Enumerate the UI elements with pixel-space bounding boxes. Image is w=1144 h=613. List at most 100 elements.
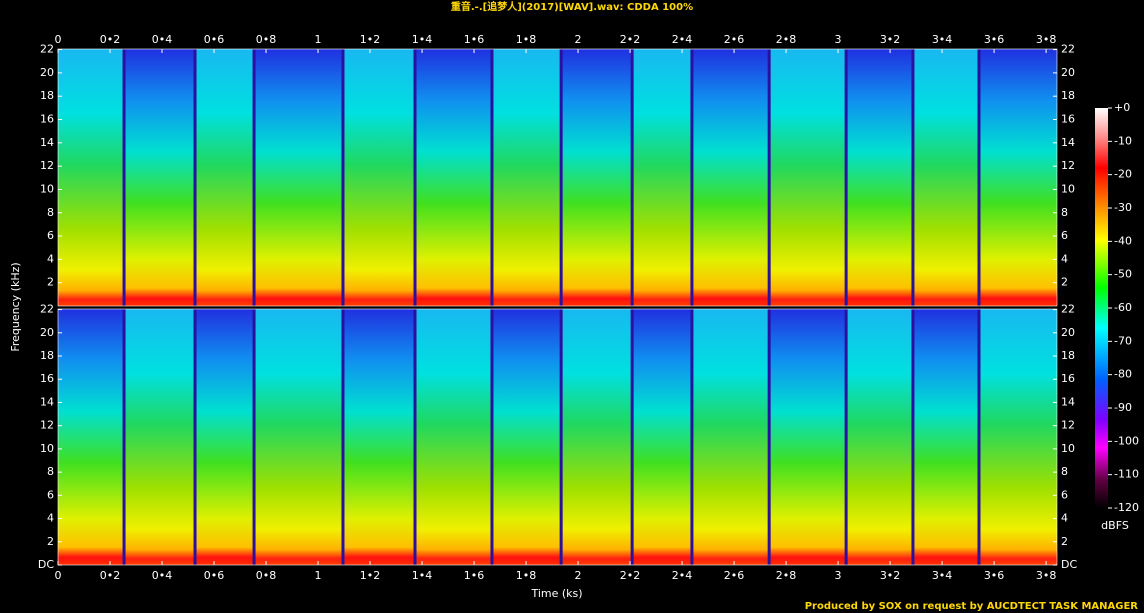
spectrum-segment — [632, 309, 692, 565]
y-tick-label: 22 — [40, 43, 54, 56]
plot-frame — [57, 48, 1058, 307]
y-tick-label: 18 — [40, 349, 54, 362]
track-boundary — [690, 309, 694, 565]
spectrum-segment — [769, 49, 847, 306]
x-tick-label: 3•4 — [932, 569, 953, 582]
y-tick-label: 8 — [47, 465, 54, 478]
track-boundary — [122, 49, 126, 306]
y-tick-label: 22 — [40, 303, 54, 316]
y-tick-label: 4 — [1061, 252, 1068, 265]
spectrum-segment — [491, 49, 562, 306]
x-tick-label: 3 — [835, 33, 842, 46]
y-tick-label: 8 — [1061, 465, 1068, 478]
y-tick-label: 18 — [1061, 89, 1075, 102]
spectrum-segment — [415, 309, 492, 565]
y-tick-label: 12 — [40, 419, 54, 432]
spectrum-segment — [846, 49, 913, 306]
spectrum-segment — [342, 49, 416, 306]
spectrum-segment — [632, 49, 692, 306]
spectrum-segment — [691, 49, 770, 306]
x-tick-label: 3•8 — [1036, 33, 1057, 46]
spectrum-segment — [342, 309, 416, 565]
colorbar-label: dBFS — [1101, 519, 1129, 532]
track-boundary — [413, 309, 417, 565]
track-boundary — [767, 309, 771, 565]
x-tick-label: 1 — [315, 569, 322, 582]
x-tick-label: 1•4 — [412, 33, 433, 46]
x-tick-label: 2 — [575, 33, 582, 46]
x-tick-label: 0•2 — [100, 33, 121, 46]
x-tick-label: 1•2 — [360, 569, 381, 582]
x-tick-label: 0•6 — [204, 33, 225, 46]
track-boundary — [122, 309, 126, 565]
colorbar-tick-label: +0 — [1114, 101, 1130, 114]
colorbar — [1095, 108, 1108, 508]
colorbar-tick-label: -10 — [1114, 134, 1132, 147]
y-tick-label: 16 — [1061, 113, 1075, 126]
x-tick-label: 2•2 — [620, 569, 641, 582]
x-tick-label: 3•6 — [984, 33, 1005, 46]
track-boundary — [630, 49, 634, 306]
y-tick-label: 16 — [40, 372, 54, 385]
track-boundary — [252, 309, 256, 565]
track-boundary — [911, 309, 915, 565]
x-tick-label: 1•2 — [360, 33, 381, 46]
y-tick-label: 22 — [1061, 43, 1075, 56]
y-tick-label: 10 — [40, 442, 54, 455]
y-tick-label: DC — [38, 558, 54, 571]
track-boundary — [977, 309, 981, 565]
y-tick-label: 2 — [1061, 535, 1068, 548]
x-tick-label: 0•8 — [256, 569, 277, 582]
spectrum-segment — [978, 309, 1057, 565]
y-tick-label: 20 — [40, 326, 54, 339]
x-tick-label: 2•6 — [724, 33, 745, 46]
colorbar-tick-label: -20 — [1114, 168, 1132, 181]
spectrum-segment — [912, 49, 979, 306]
x-tick-label: 1•8 — [516, 33, 537, 46]
y-tick-label: 14 — [40, 136, 54, 149]
colorbar-tick-label: -60 — [1114, 301, 1132, 314]
y-tick-label: 6 — [1061, 488, 1068, 501]
x-tick-label: 2•8 — [776, 569, 797, 582]
x-tick-label: 1•6 — [464, 33, 485, 46]
x-tick-label: 2•6 — [724, 569, 745, 582]
colorbar-tick-label: -120 — [1114, 501, 1139, 514]
x-tick-label: 2•2 — [620, 33, 641, 46]
plot-frame — [57, 308, 1058, 566]
spectrum-segment — [254, 49, 343, 306]
spectrum-segment — [912, 309, 979, 565]
spectrum-segment — [846, 309, 913, 565]
colorbar-tick-label: -100 — [1114, 434, 1139, 447]
y-tick-label: 6 — [1061, 229, 1068, 242]
track-boundary — [490, 49, 494, 306]
y-tick-label: 6 — [47, 488, 54, 501]
spectrum-segment — [124, 309, 196, 565]
spectrum-segment — [978, 49, 1057, 306]
track-boundary — [490, 309, 494, 565]
spectrum-segment — [415, 49, 492, 306]
spectrum-segment — [254, 309, 343, 565]
x-tick-label: 3 — [835, 569, 842, 582]
y-tick-label: 16 — [40, 113, 54, 126]
y-tick-label: 2 — [47, 535, 54, 548]
track-boundary — [341, 309, 345, 565]
y-tick-label: 12 — [40, 159, 54, 172]
y-tick-label: 4 — [1061, 512, 1068, 525]
y-tick-label: 12 — [1061, 419, 1075, 432]
x-tick-label: 1•6 — [464, 569, 485, 582]
track-boundary — [413, 49, 417, 306]
y-tick-label: 14 — [40, 395, 54, 408]
footer: Produced by SOX on request by AUCDTECT T… — [805, 601, 1139, 612]
colorbar-tick-label: -80 — [1114, 368, 1132, 381]
track-boundary — [252, 49, 256, 306]
spectrum-segment — [491, 309, 562, 565]
x-tick-label: 0•4 — [152, 33, 173, 46]
track-boundary — [911, 49, 915, 306]
colorbar-tick-label: -70 — [1114, 334, 1132, 347]
x-tick-label: 0•2 — [100, 569, 121, 582]
y-tick-label: 16 — [1061, 372, 1075, 385]
y-tick-label: 20 — [1061, 326, 1075, 339]
x-tick-label: 3•8 — [1036, 569, 1057, 582]
x-tick-label: 0•6 — [204, 569, 225, 582]
x-tick-label: 2•4 — [672, 569, 693, 582]
